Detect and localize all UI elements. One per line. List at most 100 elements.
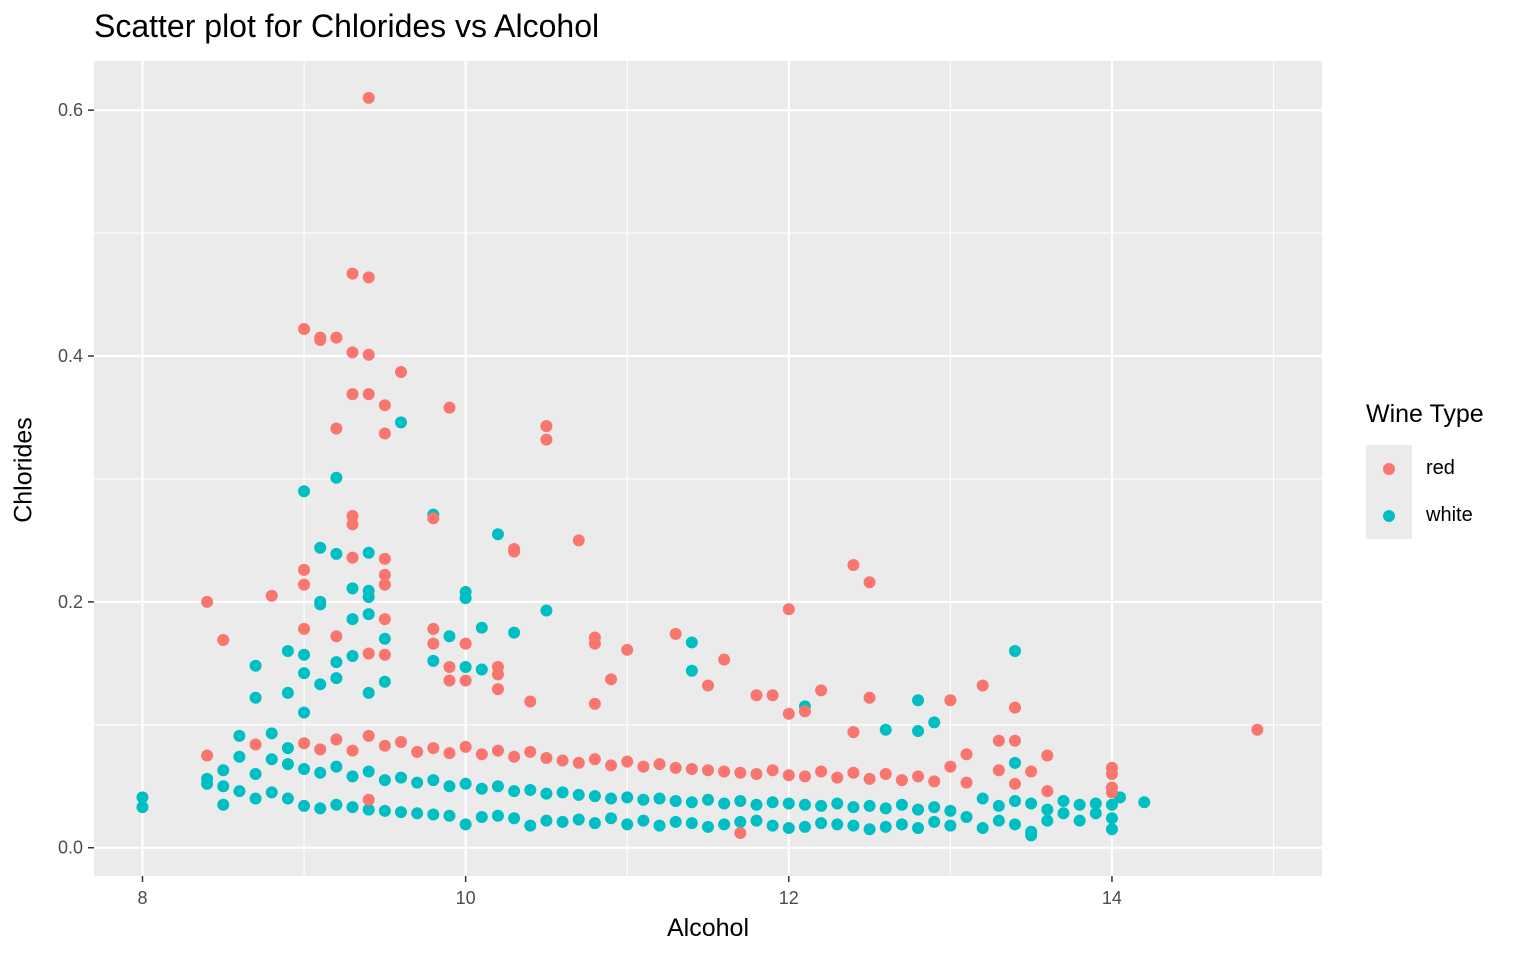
y-axis-label: Chlorides xyxy=(9,417,38,523)
data-point-white xyxy=(912,803,925,816)
data-point-red xyxy=(475,748,488,761)
legend-title: Wine Type xyxy=(1366,400,1484,428)
data-point-white xyxy=(588,817,601,830)
legend-dot-white xyxy=(1383,509,1395,522)
data-point-red xyxy=(459,740,472,753)
data-point-red xyxy=(702,764,714,777)
data-point-white xyxy=(136,801,149,814)
data-point-white xyxy=(1009,795,1021,808)
data-point-white xyxy=(330,760,343,773)
data-point-white xyxy=(249,792,262,805)
data-point-white xyxy=(330,656,343,669)
data-point-red xyxy=(831,771,844,784)
data-point-white xyxy=(1089,807,1102,820)
data-point-red xyxy=(588,753,601,766)
legend-key-white xyxy=(1366,492,1412,539)
data-point-white xyxy=(1073,798,1086,811)
data-point-white xyxy=(1009,645,1021,658)
data-point-white xyxy=(653,819,666,832)
data-point-red xyxy=(540,751,553,764)
data-point-white xyxy=(314,678,327,691)
data-point-white xyxy=(475,621,488,634)
data-point-white xyxy=(895,818,908,831)
data-point-red xyxy=(588,637,601,650)
y-tick-label: 0.6 xyxy=(58,100,83,120)
data-point-red xyxy=(798,705,811,718)
data-point-white xyxy=(895,798,908,811)
data-point-white xyxy=(782,822,795,835)
x-tick-label: 8 xyxy=(137,888,147,908)
data-point-white xyxy=(540,604,553,617)
data-point-red xyxy=(766,764,779,777)
data-point-red xyxy=(653,758,666,771)
data-point-white xyxy=(378,675,391,688)
x-tick-label: 12 xyxy=(779,888,799,908)
data-point-white xyxy=(249,691,262,704)
data-point-white xyxy=(281,645,294,658)
data-point-white xyxy=(879,820,892,833)
data-point-red xyxy=(669,627,682,640)
data-point-white xyxy=(427,808,440,821)
data-point-red xyxy=(491,744,504,757)
data-point-red xyxy=(201,749,214,762)
data-point-red xyxy=(766,689,779,702)
data-point-red xyxy=(362,271,375,284)
data-point-red xyxy=(863,576,876,589)
data-point-white xyxy=(524,819,537,832)
data-point-white xyxy=(443,780,456,793)
data-point-red xyxy=(637,760,650,773)
data-point-white xyxy=(314,598,327,611)
data-point-red xyxy=(508,750,521,763)
data-point-white xyxy=(491,780,504,793)
data-point-white xyxy=(944,819,957,832)
data-point-white xyxy=(508,626,521,639)
data-point-red xyxy=(378,568,391,581)
data-point-red xyxy=(346,346,359,359)
data-point-red xyxy=(298,322,311,335)
data-point-white xyxy=(201,777,214,790)
data-point-white xyxy=(330,471,343,484)
y-tick-label: 0.4 xyxy=(58,346,83,366)
data-point-white xyxy=(718,818,731,831)
data-point-white xyxy=(621,791,634,804)
data-point-red xyxy=(750,689,763,702)
data-point-white xyxy=(443,630,456,643)
data-point-white xyxy=(992,814,1005,827)
data-point-white xyxy=(637,793,650,806)
data-point-red xyxy=(1105,767,1118,780)
data-point-red xyxy=(427,512,440,525)
data-point-red xyxy=(395,366,407,379)
data-point-white xyxy=(362,765,375,778)
data-point-white xyxy=(346,613,359,626)
data-point-white xyxy=(928,815,941,828)
data-point-white xyxy=(427,654,440,667)
data-point-white xyxy=(976,792,989,805)
x-tick-label: 14 xyxy=(1102,888,1122,908)
data-point-white xyxy=(459,592,472,605)
data-point-red xyxy=(912,770,925,783)
data-point-red xyxy=(734,826,747,839)
data-point-white xyxy=(1138,796,1151,809)
data-point-white xyxy=(1057,807,1070,820)
data-point-white xyxy=(281,792,294,805)
data-point-white xyxy=(281,686,294,699)
data-point-red xyxy=(1251,723,1264,736)
data-point-white xyxy=(508,812,521,825)
data-point-red xyxy=(1009,734,1021,747)
data-point-red xyxy=(249,738,262,751)
data-point-white xyxy=(782,797,795,810)
plot-panel xyxy=(94,61,1322,876)
data-point-white xyxy=(588,790,601,803)
data-point-white xyxy=(395,416,407,429)
data-point-white xyxy=(314,766,327,779)
data-point-red xyxy=(378,552,391,565)
data-point-white xyxy=(362,590,375,603)
data-point-red xyxy=(798,770,811,783)
data-point-red xyxy=(572,534,585,547)
data-point-red xyxy=(491,683,504,696)
legend-keys: red white xyxy=(1366,445,1484,539)
data-point-white xyxy=(475,782,488,795)
data-point-white xyxy=(702,820,714,833)
data-point-white xyxy=(815,799,828,812)
